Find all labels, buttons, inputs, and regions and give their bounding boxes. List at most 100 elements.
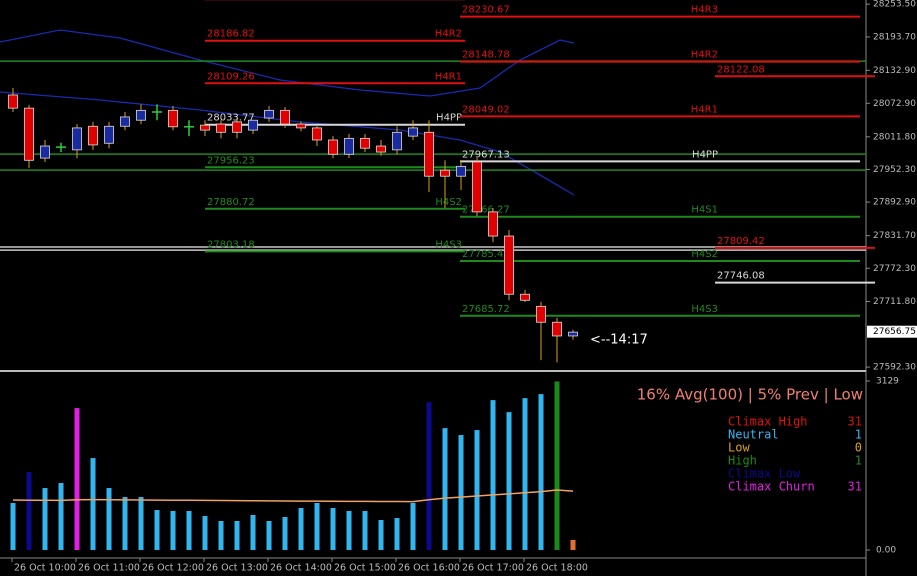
volume-bar — [298, 508, 304, 550]
volume-bar — [282, 516, 288, 550]
y-tick-label: 27711.80 — [873, 297, 916, 307]
current-price: 27656.75 — [873, 327, 916, 337]
candle-body — [536, 305, 546, 323]
y-tick-label: 28132.90 — [873, 66, 916, 76]
volume-bar — [122, 497, 128, 550]
candle-body — [168, 109, 178, 128]
candle-body — [424, 131, 434, 177]
level-price: 28109.26 — [207, 71, 255, 82]
y-tick-label: 28072.90 — [873, 99, 916, 109]
volume-bar — [394, 518, 400, 550]
y-tick-label: 27892.90 — [873, 198, 916, 208]
candle-body — [136, 109, 146, 121]
legend-value: 31 — [848, 480, 862, 494]
y-tick-label: 0.00 — [876, 546, 896, 556]
legend-value: 0 — [855, 441, 862, 455]
x-tick-label: 26 Oct 13:00 — [206, 563, 268, 574]
legend-value: 1 — [855, 454, 862, 468]
volume-bar — [138, 497, 144, 550]
candle-body — [344, 137, 354, 155]
level-name: H4R2 — [691, 50, 718, 61]
candle-body — [552, 321, 562, 337]
candle-body — [488, 211, 498, 237]
level-name: H4S2 — [691, 249, 718, 260]
level-price: 27685.72 — [462, 304, 510, 315]
legend-name: Climax Low — [728, 467, 801, 481]
level-price: 27809.42 — [717, 236, 765, 247]
volume-bar — [458, 435, 464, 550]
level-name: H4S3 — [691, 304, 718, 315]
legend-name: High — [728, 454, 757, 468]
level-name: H4R1 — [435, 71, 462, 82]
candle-body — [72, 127, 82, 151]
volume-bar — [570, 540, 576, 550]
volume-bar — [378, 520, 384, 550]
volume-bar — [74, 408, 80, 550]
volume-bar — [346, 511, 352, 550]
level-price: 28148.78 — [462, 50, 510, 61]
candle-body — [232, 121, 242, 133]
legend-value: 1 — [855, 428, 862, 442]
candle-body — [504, 235, 514, 295]
level-price: 27956.23 — [207, 155, 255, 166]
candle-body — [520, 293, 530, 301]
volume-bar — [362, 511, 368, 550]
candle-body — [200, 124, 210, 131]
candle-body — [568, 331, 578, 337]
legend-name: Climax Churn — [728, 480, 815, 494]
candle-body — [392, 131, 402, 151]
candle-body — [376, 145, 386, 153]
candle-body — [104, 125, 114, 144]
volume-bar — [554, 381, 560, 550]
level-price: 28186.82 — [207, 29, 255, 40]
volume-bar — [522, 398, 528, 550]
candle-body — [24, 107, 34, 161]
y-tick-label: 28011.80 — [873, 132, 916, 142]
x-tick-label: 26 Oct 12:00 — [142, 563, 204, 574]
volume-bar — [506, 412, 512, 550]
candle-body — [296, 123, 306, 129]
volume-bar — [58, 483, 64, 550]
candle-body — [264, 109, 274, 119]
candle-body — [328, 139, 338, 155]
volume-bar — [474, 430, 480, 550]
level-price: 27746.08 — [717, 271, 765, 282]
legend-name: Low — [728, 441, 750, 455]
level-price: 28230.67 — [462, 5, 510, 16]
candle-body — [248, 119, 258, 131]
volume-bar — [266, 520, 272, 550]
volume-bar — [330, 508, 336, 550]
level-price: 28122.08 — [717, 64, 765, 75]
y-tick-label: 27772.30 — [873, 264, 916, 274]
legend-name: Climax High — [728, 415, 807, 429]
candle-body — [120, 116, 130, 127]
y-tick-label: 27952.30 — [873, 165, 916, 175]
candle-body — [360, 137, 370, 149]
volume-bar — [10, 503, 16, 550]
volume-bar — [90, 458, 96, 550]
volume-bar — [442, 428, 448, 550]
band-upper — [0, 29, 575, 97]
level-price: 28033.77 — [207, 113, 255, 124]
level-name: H4R3 — [691, 5, 718, 16]
level-price: 27880.72 — [207, 197, 255, 208]
level-name: H4PP — [436, 113, 462, 124]
x-tick-label: 26 Oct 10:00 — [14, 563, 76, 574]
level-name: H4PP — [692, 149, 718, 160]
candle-body — [40, 145, 50, 159]
current-price-box — [867, 325, 917, 338]
volume-bar — [426, 402, 432, 550]
candle-body — [88, 125, 98, 146]
level-name: H4R1 — [691, 104, 718, 115]
level-price: 28049.02 — [462, 104, 510, 115]
y-tick-label: 3129 — [876, 377, 899, 387]
volume-bar — [538, 394, 544, 550]
level-name: H4S3 — [435, 239, 462, 250]
volume-bar — [106, 488, 112, 550]
volume-bar — [202, 516, 208, 550]
candle-body — [456, 165, 466, 177]
level-price: 27967.13 — [462, 149, 510, 160]
level-price: 27803.18 — [207, 239, 255, 250]
